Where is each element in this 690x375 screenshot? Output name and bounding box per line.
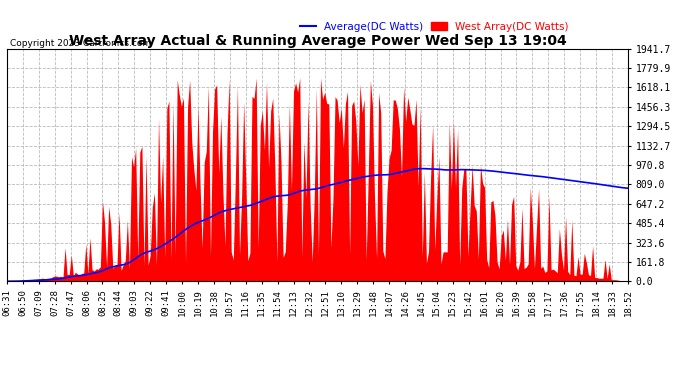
Title: West Array Actual & Running Average Power Wed Sep 13 19:04: West Array Actual & Running Average Powe… (68, 34, 566, 48)
Legend: Average(DC Watts), West Array(DC Watts): Average(DC Watts), West Array(DC Watts) (296, 18, 573, 36)
Text: Copyright 2023 Cartronics.com: Copyright 2023 Cartronics.com (10, 39, 152, 48)
